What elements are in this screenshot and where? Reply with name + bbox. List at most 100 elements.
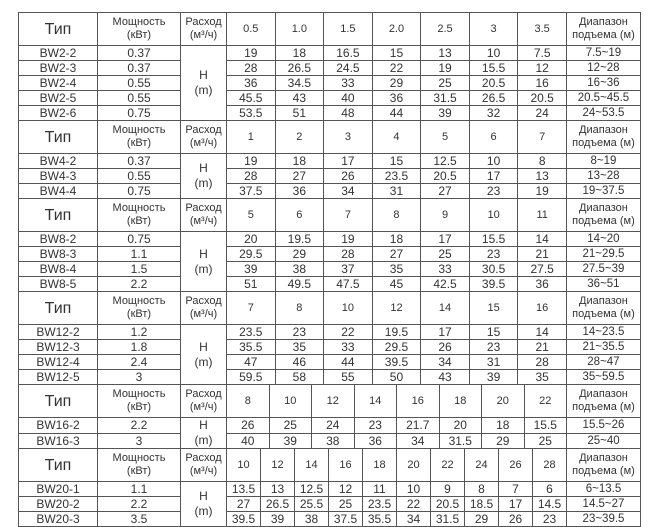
head-value-cell: 24 <box>311 417 355 434</box>
head-value-cell: 17 <box>420 231 470 247</box>
range-header: Диапазон подъема (м) <box>565 198 641 232</box>
head-value-cell: 30.5 <box>468 261 519 277</box>
range-cell: 21~29.5 <box>565 246 641 262</box>
head-value-cell: 22 <box>323 324 373 340</box>
model-cell: BW2-5 <box>18 90 98 106</box>
flow-value-header: 10 <box>268 384 312 418</box>
flow-value-header: 12 <box>371 291 422 325</box>
head-value-cell: 39 <box>260 511 295 527</box>
head-unit-cell: H (m) <box>180 417 227 449</box>
head-unit-cell-line-2: (m) <box>194 261 213 276</box>
range-cell: 24~53.5 <box>565 105 641 121</box>
table-row: BW8-3 1.1 29.5 29 28 27 25 23 21 21~29.5 <box>18 246 641 262</box>
model-cell: BW16-3 <box>18 432 98 449</box>
head-value-cell: 18 <box>274 153 325 169</box>
flow-header-line-1: Расход <box>185 124 222 136</box>
head-value-cell: 39 <box>468 369 519 385</box>
head-value-cell: 35 <box>517 369 567 385</box>
head-value-cell: 8 <box>517 153 567 169</box>
head-value-cell: 33 <box>420 261 470 277</box>
head-unit-cell-line-1: H <box>199 68 208 82</box>
section-table: Тип Мощность (кВт) Расход (м³/ч) 5 6 7 8 9 10 11 Диа… <box>18 198 641 292</box>
head-value-cell: 51 <box>274 105 325 121</box>
range-header-line-2: подъема (м) <box>572 137 635 149</box>
head-value-cell: 14.5 <box>532 496 567 512</box>
head-value-cell: 29 <box>371 75 422 91</box>
power-header-line-2: (кВт) <box>126 29 152 41</box>
model-cell: BW20-3 <box>18 511 98 527</box>
range-header-line-1: Диапазон <box>579 124 628 136</box>
model-cell: BW20-2 <box>18 496 98 512</box>
type-header: Тип <box>18 384 98 418</box>
power-header-line-1: Мощность <box>112 124 166 136</box>
flow-value-header: 14 <box>420 291 470 325</box>
head-value-cell: 13.5 <box>226 481 261 497</box>
head-value-cell: 33 <box>323 339 373 355</box>
range-header: Диапазон подъема (м) <box>565 291 641 325</box>
head-value-cell: 17 <box>498 496 533 512</box>
table-row: BW20-1 1.1 H (m) 13.5 13 12.5 12 11 10 9 8 7 6 6~13.5 <box>18 481 641 527</box>
head-value-cell: 26 <box>420 339 470 355</box>
head-value-cell: 14 <box>517 324 567 340</box>
head-value-cell: 15 <box>371 153 422 169</box>
head-value-cell: 23.5 <box>362 496 397 512</box>
head-value-cell: 29 <box>274 246 325 262</box>
head-value-cell: 39 <box>226 261 276 277</box>
flow-value-header: 22 <box>523 384 567 418</box>
power-header-line-1: Мощность <box>112 452 166 464</box>
head-value-cell: 37 <box>323 261 373 277</box>
range-cell: 7.5~19 <box>565 45 641 61</box>
head-value-cell: 18.5 <box>464 496 499 512</box>
range-cell: 28~47 <box>565 354 641 370</box>
flow-header-line-1: Расход <box>185 388 222 400</box>
flow-value-header: 12 <box>311 384 355 418</box>
range-header-line-2: подъема (м) <box>572 401 635 413</box>
head-value-cell: 38 <box>274 261 325 277</box>
head-value-cell: 9 <box>430 481 465 497</box>
power-cell: 0.75 <box>97 183 181 199</box>
flow-header-line-1: Расход <box>185 295 222 307</box>
head-value-cell: 21.7 <box>396 417 440 434</box>
head-value-cell: 12.5 <box>420 153 470 169</box>
flow-header-line-1: Расход <box>185 452 222 464</box>
table-row: BW12-2 1.2 H (m) 23.5 23 22 19.5 17 15 14 14~23.5 <box>18 324 641 385</box>
flow-value-header: 2.0 <box>371 12 422 46</box>
power-cell: 0.75 <box>97 231 181 247</box>
head-value-cell: 26.5 <box>468 90 519 106</box>
range-header: Диапазон подъема (м) <box>565 120 641 154</box>
table-row: BW8-4 1.5 39 38 37 35 33 30.5 27.5 27.5~39 <box>18 261 641 277</box>
range-cell: 35~59.5 <box>565 369 641 385</box>
head-value-cell: 21 <box>517 246 567 262</box>
type-header: Тип <box>18 198 98 232</box>
head-value-cell: 53.5 <box>226 105 276 121</box>
head-value-cell: 40 <box>323 90 373 106</box>
header-row: Тип Мощность (кВт) Расход (м³/ч) 8 10 12 14 16 18 2… <box>18 384 641 418</box>
type-header: Тип <box>18 448 98 482</box>
head-value-cell: 16 <box>517 75 567 91</box>
flow-header-line-2: (м³/ч) <box>189 401 218 413</box>
head-value-cell: 10 <box>468 153 519 169</box>
table-row: BW2-5 0.55 45.5 43 40 36 31.5 26.5 20.5 20.5~45.5 <box>18 90 641 106</box>
head-value-cell: 23.5 <box>371 168 422 184</box>
head-value-cell: 24.5 <box>323 60 373 76</box>
flow-value-header: 6 <box>468 120 519 154</box>
head-value-cell: 48 <box>323 105 373 121</box>
flow-value-header: 1 <box>226 120 276 154</box>
head-value-cell: 28 <box>226 60 276 76</box>
power-cell: 2.4 <box>97 354 181 370</box>
flow-value-header: 8 <box>226 384 270 418</box>
flow-value-header: 8 <box>274 291 325 325</box>
head-value-cell: 19 <box>323 231 373 247</box>
flow-value-header: 14 <box>294 448 329 482</box>
flow-header: Расход (м³/ч) <box>180 120 227 154</box>
flow-value-header: 10 <box>226 448 261 482</box>
head-value-cell: 15.5 <box>468 231 519 247</box>
power-cell: 3.5 <box>97 511 181 527</box>
range-cell: 15.5~26 <box>566 417 641 434</box>
power-header-line-1: Мощность <box>112 202 166 214</box>
head-unit-cell-line-1: H <box>199 246 208 261</box>
head-unit-cell-line-1: H <box>199 161 208 175</box>
power-cell: 0.55 <box>97 90 181 106</box>
flow-header: Расход (м³/ч) <box>180 12 227 46</box>
model-cell: BW8-3 <box>18 246 98 262</box>
